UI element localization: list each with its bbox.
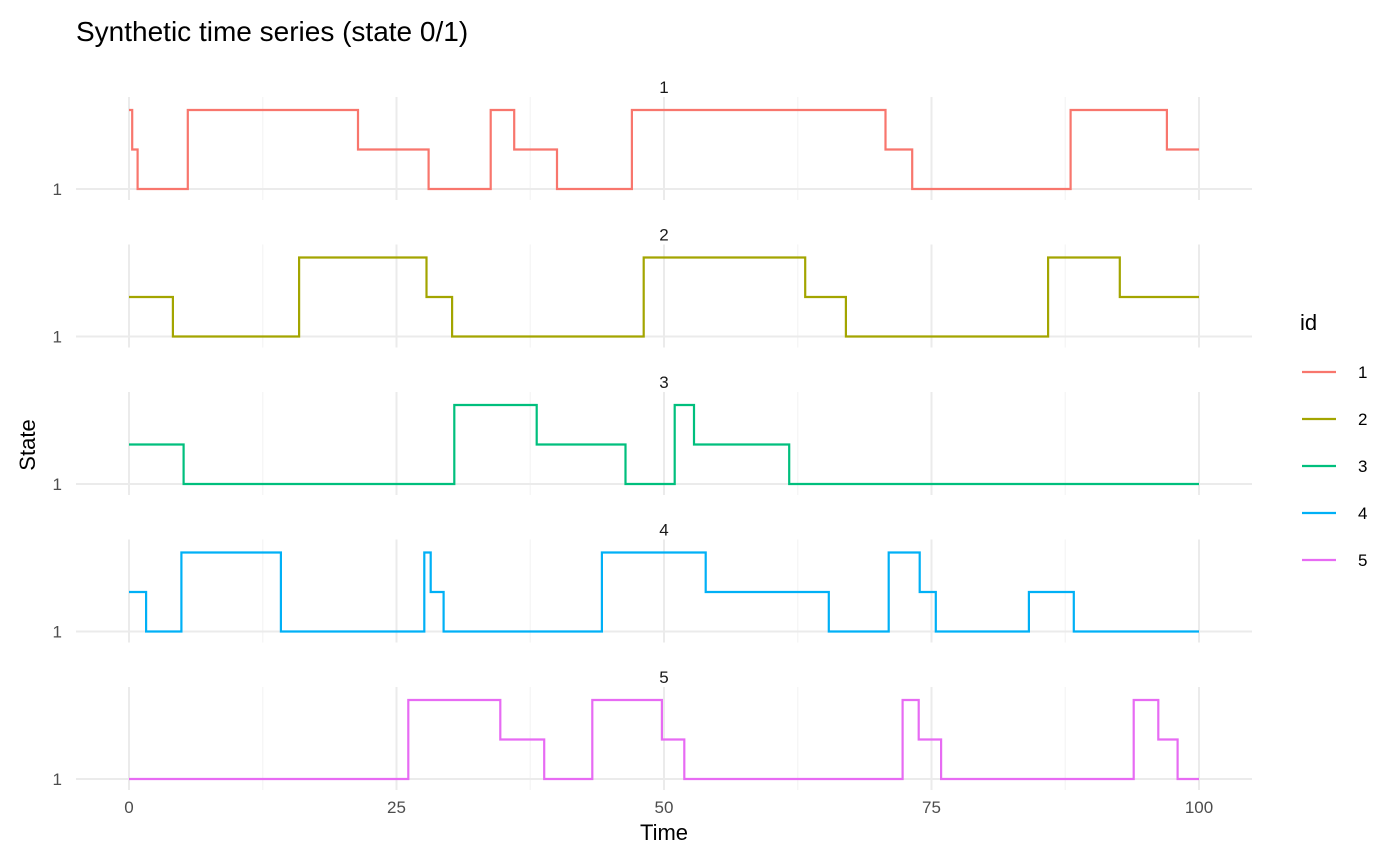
- legend-title: id: [1300, 310, 1317, 335]
- x-tick-label: 100: [1185, 798, 1213, 817]
- x-tick-label: 0: [124, 798, 133, 817]
- facet-strip-label: 3: [659, 373, 668, 392]
- facet-strip-label: 4: [659, 521, 668, 540]
- legend-label: 4: [1358, 504, 1367, 523]
- facet-strip-label: 2: [659, 226, 668, 245]
- facet-panel-1: 11: [53, 78, 1252, 200]
- legend-entry-3: 3: [1302, 457, 1367, 476]
- series-line-4: [129, 551, 1199, 633]
- facet-panel-2: 21: [53, 226, 1252, 348]
- legend-entry-2: 2: [1302, 410, 1367, 429]
- facet-panel-4: 41: [53, 521, 1252, 643]
- legend-label: 2: [1358, 410, 1367, 429]
- chart-title: Synthetic time series (state 0/1): [76, 16, 468, 47]
- x-axis-title: Time: [640, 820, 688, 845]
- legend-label: 1: [1358, 363, 1367, 382]
- y-tick-label: 1: [53, 475, 62, 494]
- series-line-2: [129, 256, 1199, 338]
- y-tick-label: 1: [53, 770, 62, 789]
- x-tick-label: 50: [655, 798, 674, 817]
- legend-label: 3: [1358, 457, 1367, 476]
- x-tick-label: 25: [387, 798, 406, 817]
- facet-strip-label: 5: [659, 668, 668, 687]
- legend-entry-4: 4: [1302, 504, 1367, 523]
- facet-panel-5: 51: [53, 668, 1252, 790]
- facet-strip-label: 1: [659, 78, 668, 97]
- series-line-3: [129, 403, 1199, 486]
- y-tick-label: 1: [53, 328, 62, 347]
- x-axis: 0 25 50 75 100: [124, 798, 1213, 817]
- y-axis-title: State: [15, 419, 40, 470]
- legend-entry-1: 1: [1302, 363, 1367, 382]
- series-line-5: [129, 698, 1199, 781]
- y-tick-label: 1: [53, 180, 62, 199]
- series-line-1: [129, 108, 1199, 191]
- y-tick-label: 1: [53, 623, 62, 642]
- legend-entry-5: 5: [1302, 551, 1367, 570]
- x-tick-label: 75: [922, 798, 941, 817]
- legend: id 1 2 3 4 5: [1300, 310, 1367, 570]
- facet-panel-3: 31: [53, 373, 1252, 495]
- legend-label: 5: [1358, 551, 1367, 570]
